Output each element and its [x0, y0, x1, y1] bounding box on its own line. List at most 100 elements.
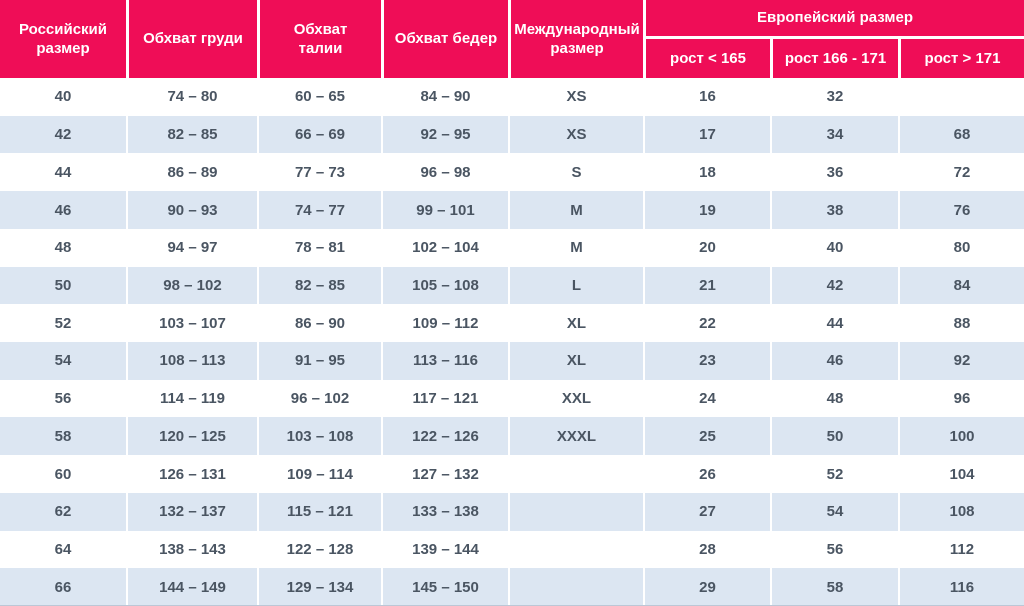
- table-cell: 74 – 77: [257, 191, 381, 229]
- table-cell: 92: [898, 342, 1024, 380]
- table-header: Российский размер Обхват груди Обхват та…: [0, 0, 1024, 78]
- table-cell: M: [508, 228, 643, 267]
- table-cell: 23: [643, 342, 770, 380]
- table-cell: 129 – 134: [257, 568, 381, 605]
- table-cell: 103 – 108: [257, 417, 381, 456]
- table-cell: 91 – 95: [257, 342, 381, 380]
- table-cell: 42: [54, 126, 72, 144]
- table-row: 42 82 – 85 66 – 69 92 – 95 XS 17 34 68: [0, 115, 1024, 154]
- table-cell: 40: [770, 228, 898, 267]
- table-cell: 25: [643, 417, 770, 456]
- table-cell: 127 – 132: [381, 455, 508, 493]
- table-row: 58 120 – 125 103 – 108 122 – 126 XXXL 25 50 100: [0, 417, 1024, 456]
- table-cell: 112: [898, 530, 1024, 569]
- table-cell: 96 – 102: [257, 379, 381, 418]
- table-cell: [508, 530, 643, 569]
- table-cell: 46: [54, 201, 72, 219]
- table-row: 52 103 – 107 86 – 90 109 – 112 XL 22 44 88: [0, 304, 1024, 343]
- table-cell: 76: [898, 191, 1024, 229]
- table-cell: 22: [643, 304, 770, 343]
- table-cell: 34: [770, 115, 898, 154]
- table-cell: 113 – 116: [381, 342, 508, 380]
- table-cell: 74 – 80: [126, 78, 257, 116]
- column-group-header-european-size: Европейский размер: [643, 0, 1024, 36]
- table-cell: XL: [508, 342, 643, 380]
- table-cell: 60 – 65: [257, 78, 381, 116]
- table-cell: 36: [770, 153, 898, 192]
- table-cell: 108: [898, 492, 1024, 531]
- table-cell: 99 – 101: [381, 191, 508, 229]
- table-cell: 44: [54, 163, 72, 181]
- table-cell: L: [508, 266, 643, 305]
- table-cell: 102 – 104: [381, 228, 508, 267]
- table-cell: 26: [643, 455, 770, 493]
- table-cell: 100: [898, 417, 1024, 456]
- table-cell: 58: [54, 427, 72, 445]
- table-cell: 80: [898, 228, 1024, 267]
- column-header-height-under-165: рост < 165: [643, 36, 770, 78]
- table-cell: 52: [54, 314, 72, 332]
- table-row: 54 108 – 113 91 – 95 113 – 116 XL 23 46 92: [0, 342, 1024, 380]
- table-cell: 92 – 95: [381, 115, 508, 154]
- table-cell: 116: [898, 568, 1024, 605]
- column-header-height-over-171: рост > 171: [898, 36, 1024, 78]
- table-cell: 96: [898, 379, 1024, 418]
- table-cell: 122 – 126: [381, 417, 508, 456]
- table-cell: 54: [54, 352, 72, 370]
- table-cell: 46: [770, 342, 898, 380]
- table-cell: 88: [898, 304, 1024, 343]
- table-cell: 132 – 137: [126, 492, 257, 531]
- table-cell: 105 – 108: [381, 266, 508, 305]
- table-row: 48 94 – 97 78 – 81 102 – 104 M 20 40 80: [0, 228, 1024, 267]
- table-row: 62 132 – 137 115 – 121 133 – 138 27 54 108: [0, 492, 1024, 531]
- table-cell: 18: [643, 153, 770, 192]
- table-row: 44 86 – 89 77 – 73 96 – 98 S 18 36 72: [0, 153, 1024, 192]
- table-cell: 17: [643, 115, 770, 154]
- table-cell: 114 – 119: [126, 379, 257, 418]
- table-cell: 32: [770, 78, 898, 116]
- column-header-waist: Обхват талии: [257, 0, 381, 78]
- table-cell: 86 – 89: [126, 153, 257, 192]
- table-cell: 138 – 143: [126, 530, 257, 569]
- table-cell: 44: [770, 304, 898, 343]
- table-cell: 27: [643, 492, 770, 531]
- table-cell: 24: [643, 379, 770, 418]
- table-cell: 20: [643, 228, 770, 267]
- table-row: 66 144 – 149 129 – 134 145 – 150 29 58 116: [0, 568, 1024, 605]
- table-cell: 28: [643, 530, 770, 569]
- table-cell: 50: [770, 417, 898, 456]
- table-cell: 139 – 144: [381, 530, 508, 569]
- table-cell: 54: [770, 492, 898, 531]
- table-body: 40 74 – 80 60 – 65 84 – 90 XS 16 32 42 82 – 85 66…: [0, 78, 1024, 605]
- table-cell: 90 – 93: [126, 191, 257, 229]
- table-cell: [898, 78, 1024, 116]
- table-cell: 19: [643, 191, 770, 229]
- table-cell: 62: [54, 503, 72, 521]
- table-cell: [508, 492, 643, 531]
- table-row: 40 74 – 80 60 – 65 84 – 90 XS 16 32: [0, 78, 1024, 116]
- table-row: 56 114 – 119 96 – 102 117 – 121 XXL 24 48 96: [0, 379, 1024, 418]
- table-cell: 64: [54, 540, 72, 558]
- table-cell: 108 – 113: [126, 342, 257, 380]
- table-row: 60 126 – 131 109 – 114 127 – 132 26 52 104: [0, 455, 1024, 493]
- table-cell: 29: [643, 568, 770, 605]
- table-cell: 48: [54, 239, 72, 257]
- column-header-international-size: Международный размер: [508, 0, 643, 78]
- table-cell: 52: [770, 455, 898, 493]
- table-cell: XXXL: [508, 417, 643, 456]
- table-cell: 16: [643, 78, 770, 116]
- table-cell: 109 – 112: [381, 304, 508, 343]
- column-header-height-166-171: рост 166 - 171: [770, 36, 898, 78]
- table-row: 50 98 – 102 82 – 85 105 – 108 L 21 42 84: [0, 266, 1024, 305]
- table-cell: XXL: [508, 379, 643, 418]
- table-cell: 56: [770, 530, 898, 569]
- table-cell: 94 – 97: [126, 228, 257, 267]
- table-cell: 38: [770, 191, 898, 229]
- table-cell: 77 – 73: [257, 153, 381, 192]
- table-cell: 103 – 107: [126, 304, 257, 343]
- table-row: 64 138 – 143 122 – 128 139 – 144 28 56 112: [0, 530, 1024, 569]
- table-cell: 133 – 138: [381, 492, 508, 531]
- table-cell: 56: [54, 390, 72, 408]
- table-cell: 145 – 150: [381, 568, 508, 605]
